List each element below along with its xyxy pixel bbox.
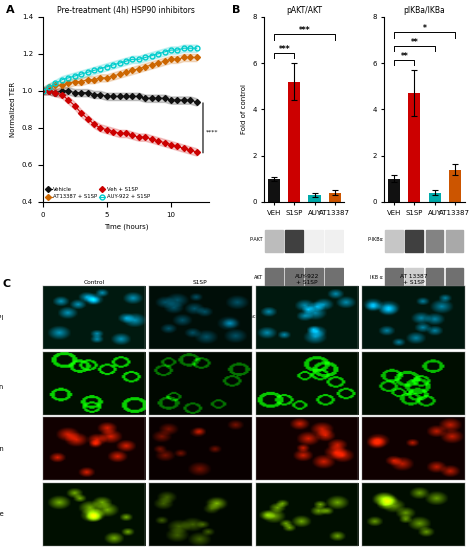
X-axis label: Time (hours): Time (hours) <box>104 223 148 230</box>
Bar <box>388 179 400 202</box>
Bar <box>408 93 420 202</box>
Bar <box>309 195 320 202</box>
Title: AT 13387
+ S1SP: AT 13387 + S1SP <box>400 274 427 285</box>
Text: A: A <box>6 5 15 15</box>
Text: C: C <box>2 279 10 289</box>
Title: pAKT/AKT: pAKT/AKT <box>286 6 322 14</box>
Title: AUY-922
+ S1SP: AUY-922 + S1SP <box>295 274 319 285</box>
Text: ****: **** <box>206 129 218 134</box>
Title: S1SP: S1SP <box>193 280 208 285</box>
Bar <box>288 81 301 202</box>
Title: Control: Control <box>83 280 104 285</box>
Y-axis label: DAPI: DAPI <box>0 315 4 321</box>
Text: ***: *** <box>278 45 290 53</box>
Bar <box>328 193 341 202</box>
Legend: Vehicle, AT13387 + S1SP, Veh + S1SP, AUY-922 + S1SP: Vehicle, AT13387 + S1SP, Veh + S1SP, AUY… <box>46 187 150 199</box>
Text: **: ** <box>401 52 408 61</box>
Text: B: B <box>232 5 241 15</box>
Text: **: ** <box>410 38 418 47</box>
Y-axis label: Merge: Merge <box>0 511 4 517</box>
Bar <box>449 169 461 202</box>
Y-axis label: F- actin: F- actin <box>0 446 4 452</box>
Bar <box>268 179 280 202</box>
Y-axis label: Normalized TER: Normalized TER <box>10 82 16 137</box>
Title: pIKBa/IKBa: pIKBa/IKBa <box>404 6 446 14</box>
Title: Pre-treatment (4h) HSP90 inhibitors: Pre-treatment (4h) HSP90 inhibitors <box>57 6 195 14</box>
Y-axis label: VE
cadherin: VE cadherin <box>0 377 4 390</box>
Text: ***: *** <box>299 26 310 35</box>
Text: *: * <box>422 24 427 33</box>
Y-axis label: Fold of control: Fold of control <box>241 84 247 134</box>
Bar <box>428 193 441 202</box>
